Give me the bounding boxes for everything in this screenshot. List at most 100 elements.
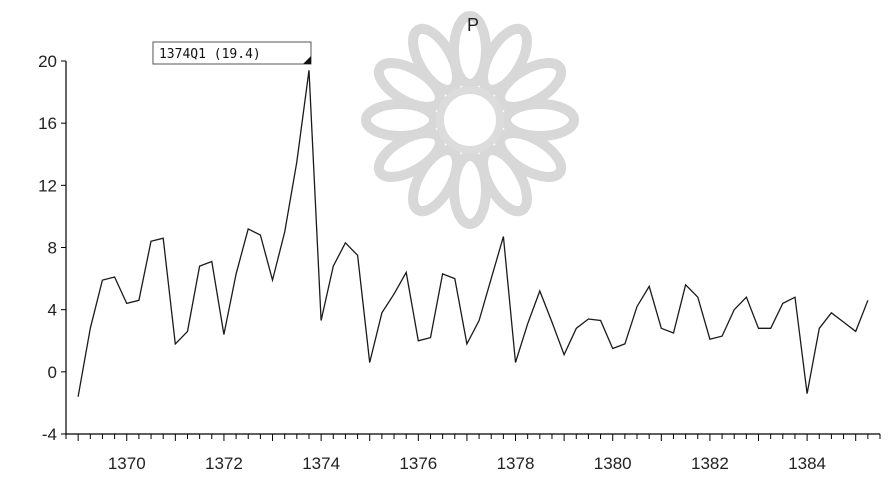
x-axis-ticks: 1370 1372 1374 1376 1378 1380 1382 1384 (65, 434, 881, 473)
x-tick-label: 1378 (497, 454, 535, 473)
data-point (830, 311, 833, 314)
data-point (283, 230, 286, 233)
data-point (137, 299, 140, 302)
data-point (611, 347, 614, 350)
data-point (259, 234, 262, 237)
data-point (405, 271, 408, 274)
data-point (89, 327, 92, 330)
watermark-petal (373, 128, 445, 182)
data-point (186, 330, 189, 333)
data-point (198, 265, 201, 268)
data-point (235, 272, 238, 275)
x-tick-label: 1380 (594, 454, 632, 473)
data-point (514, 361, 517, 364)
axes (65, 61, 880, 435)
data-point (368, 361, 371, 364)
annotation-marker (302, 56, 311, 64)
data-point (781, 302, 784, 305)
watermark-core (436, 86, 504, 154)
data-point (526, 322, 529, 325)
data-point (320, 319, 323, 322)
y-tick-label: -4 (42, 425, 57, 444)
x-tick-label: 1370 (108, 454, 146, 473)
y-tick-label: 8 (48, 239, 57, 258)
watermark-petal (495, 58, 567, 112)
data-points (77, 69, 870, 398)
annotation-label: 1374Q1 (19.4) (159, 47, 261, 62)
data-point (295, 161, 298, 164)
annotation-callout[interactable]: 1374Q1 (19.4) (152, 41, 312, 65)
data-point (356, 254, 359, 257)
watermark-petal (408, 145, 462, 217)
watermark-petal (449, 11, 491, 89)
data-point (380, 311, 383, 314)
data-point (745, 296, 748, 299)
data-point (842, 321, 845, 324)
y-tick-label: 4 (48, 301, 57, 320)
data-point (623, 342, 626, 345)
data-point (174, 342, 177, 345)
data-point (101, 279, 104, 282)
data-point (721, 335, 724, 338)
data-point (599, 319, 602, 322)
data-point (587, 317, 590, 320)
data-point (502, 235, 505, 238)
data-point (162, 237, 165, 240)
data-point (575, 327, 578, 330)
data-point (708, 338, 711, 341)
watermark-petal (478, 145, 532, 217)
series-line (77, 70, 869, 397)
x-tick-label: 1376 (399, 454, 437, 473)
chart-title: P (467, 15, 479, 35)
data-point (684, 283, 687, 286)
data-point (854, 330, 857, 333)
data-point (465, 342, 468, 345)
data-point (393, 293, 396, 296)
data-point (769, 327, 772, 330)
watermark-petal (478, 23, 532, 95)
x-tick-label: 1374 (302, 454, 340, 473)
data-point (672, 331, 675, 334)
data-point (222, 333, 225, 336)
data-point (660, 327, 663, 330)
data-point (307, 69, 310, 72)
data-point (247, 227, 250, 230)
data-point (210, 260, 213, 263)
data-point (563, 353, 566, 356)
data-point (150, 240, 153, 243)
y-axis-ticks: -4 0 4 8 12 16 20 (38, 52, 66, 444)
data-point (113, 276, 116, 279)
watermark-emblem (361, 11, 579, 229)
y-tick-label: 12 (38, 176, 57, 195)
watermark-petal (373, 58, 445, 112)
watermark-petal (361, 99, 439, 141)
data-point (818, 327, 821, 330)
watermark-petal (495, 128, 567, 182)
series-group (77, 70, 869, 397)
watermark-petal (449, 151, 491, 229)
data-point (793, 296, 796, 299)
data-point (125, 302, 128, 305)
data-point (271, 279, 274, 282)
y-tick-label: 0 (48, 363, 57, 382)
data-point (478, 319, 481, 322)
y-tick-label: 16 (38, 114, 57, 133)
data-point (636, 305, 639, 308)
watermark-petal (408, 23, 462, 95)
data-point (733, 308, 736, 311)
x-tick-label: 1384 (788, 454, 826, 473)
data-point (429, 336, 432, 339)
annotation-box (152, 41, 312, 65)
x-tick-label: 1382 (691, 454, 729, 473)
x-tick-label: 1372 (205, 454, 243, 473)
data-point (757, 327, 760, 330)
data-point (866, 299, 869, 302)
data-point (344, 241, 347, 244)
watermark-petal (501, 99, 579, 141)
data-point (332, 265, 335, 268)
data-point (77, 395, 80, 398)
data-point (441, 272, 444, 275)
data-point (550, 321, 553, 324)
y-tick-label: 20 (38, 52, 57, 71)
